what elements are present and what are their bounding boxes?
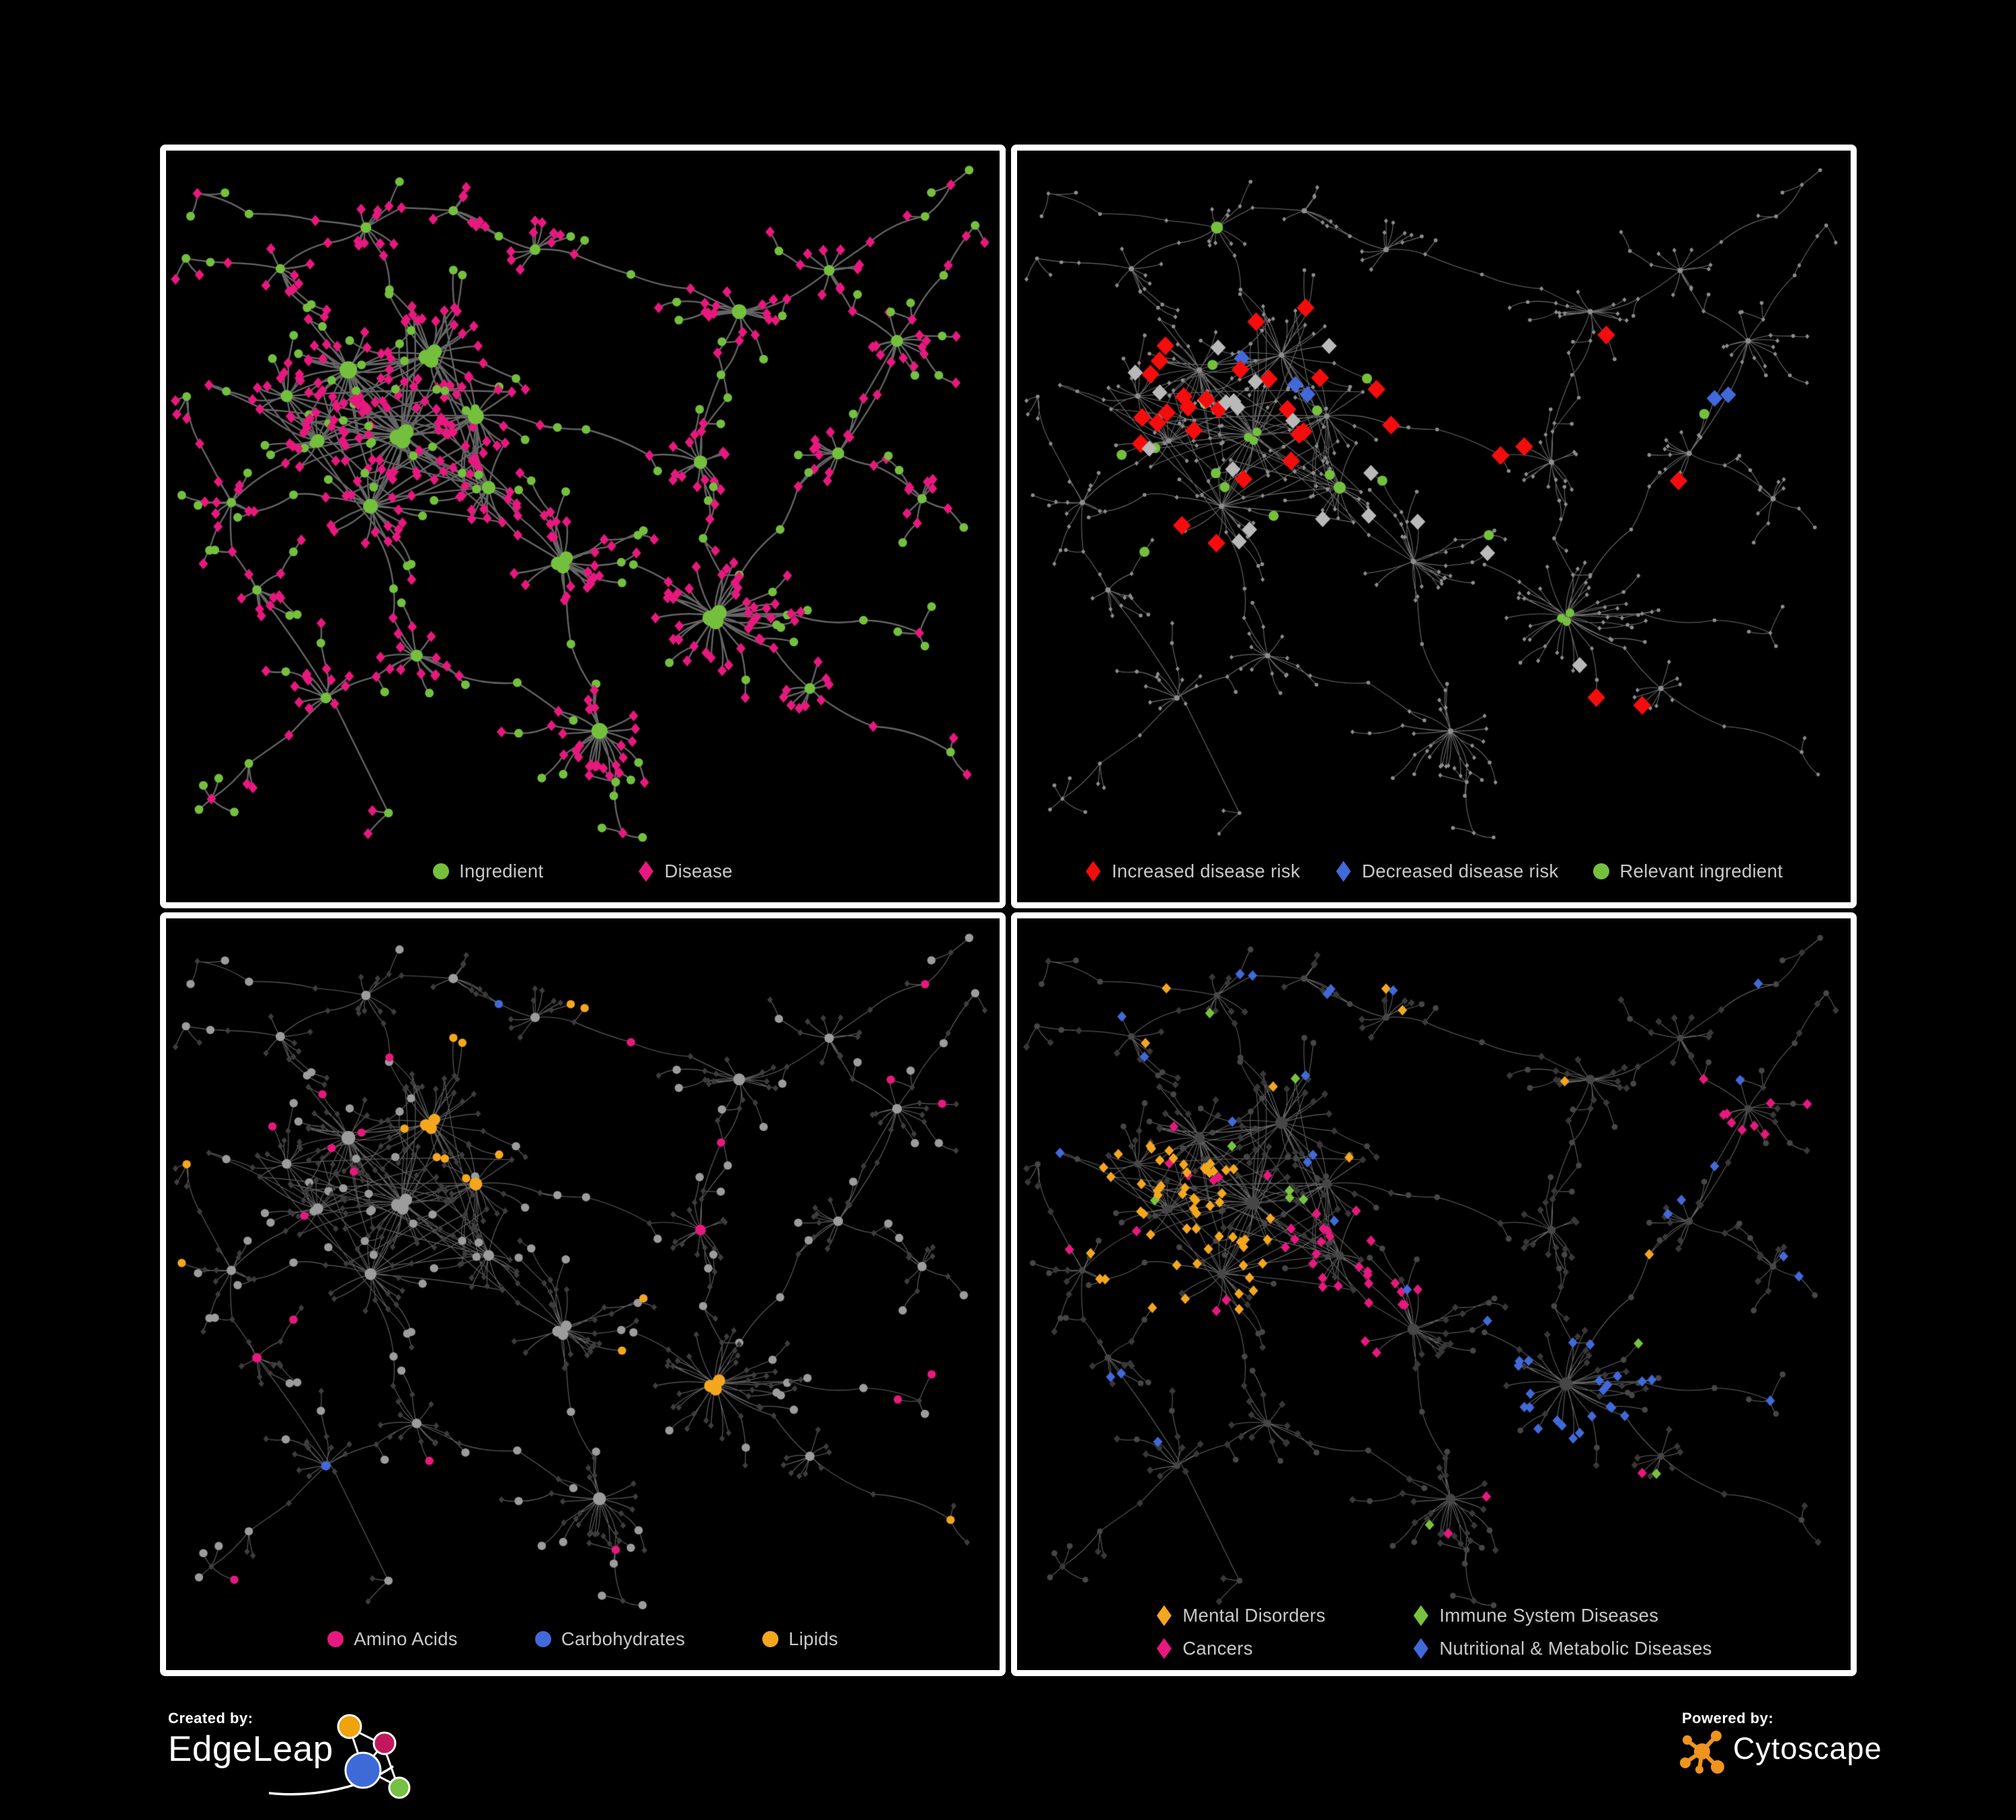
legend-label: Increased disease risk xyxy=(1111,861,1301,881)
legend-nutrient-classes: Amino Acids Carbohydrates Lipids xyxy=(166,1628,1000,1650)
panel-disease-risk: Increased disease risk Decreased disease… xyxy=(1011,145,1857,908)
lipids-circle-icon xyxy=(762,1631,779,1647)
legend-label: Immune System Diseases xyxy=(1439,1605,1659,1626)
legend-item-relevant-ingredient: Relevant ingredient xyxy=(1593,861,1783,882)
legend-label: Cancers xyxy=(1182,1638,1253,1659)
legend-item-ingredient: Ingredient xyxy=(433,861,543,882)
legend-label: Ingredient xyxy=(459,861,544,881)
ingredient-circle-icon xyxy=(433,863,450,879)
legend-label: Lipids xyxy=(789,1628,838,1649)
legend-label: Carbohydrates xyxy=(561,1628,686,1649)
increased-risk-diamond-icon xyxy=(1086,861,1101,882)
cancers-diamond-icon xyxy=(1156,1638,1172,1659)
legend-item-cancers: Cancers xyxy=(1156,1638,1412,1659)
legend-disease-classes: Mental Disorders Immune System Diseases … xyxy=(1017,1605,1851,1659)
legend-item-carbohydrates: Carbohydrates xyxy=(534,1628,686,1650)
decreased-risk-diamond-icon xyxy=(1336,861,1351,882)
legend-item-disease: Disease xyxy=(637,861,733,882)
legend-label: Mental Disorders xyxy=(1182,1605,1326,1626)
panel-disease-classes: Mental Disorders Immune System Diseases … xyxy=(1011,912,1857,1676)
cytoscape-wordmark: Cytoscape xyxy=(1733,1731,1882,1766)
legend-item-decreased-risk: Decreased disease risk xyxy=(1335,861,1558,882)
ingredient-disease-network-canvas xyxy=(166,151,1000,850)
carbohydrates-circle-icon xyxy=(534,1631,551,1647)
immune-diseases-diamond-icon xyxy=(1413,1605,1428,1626)
legend-label: Decreased disease risk xyxy=(1362,861,1559,881)
cytoscape-branding: Powered by: Cytoscape xyxy=(1680,1710,1998,1797)
disease-diamond-icon xyxy=(638,861,653,882)
legend-ingredient-disease: Ingredient Disease xyxy=(166,861,1000,882)
nutrient-class-network-canvas xyxy=(166,918,1000,1618)
powered-by-label: Powered by: xyxy=(1682,1710,1774,1727)
legend-item-nutritional-metabolic: Nutritional & Metabolic Diseases xyxy=(1412,1638,1711,1659)
amino-acids-circle-icon xyxy=(327,1631,344,1647)
legend-label: Relevant ingredient xyxy=(1619,861,1783,881)
legend-item-mental-disorders: Mental Disorders xyxy=(1156,1605,1412,1626)
legend-item-amino-acids: Amino Acids xyxy=(327,1628,458,1650)
disease-risk-network-canvas xyxy=(1017,151,1851,850)
nutritional-metabolic-diamond-icon xyxy=(1413,1638,1428,1659)
edgeleap-wordmark: EdgeLeap xyxy=(168,1729,333,1769)
relevant-ingredient-circle-icon xyxy=(1593,863,1610,879)
disease-class-network-canvas xyxy=(1017,918,1851,1618)
cytoscape-logo-icon xyxy=(1680,1731,1724,1774)
created-by-label: Created by: xyxy=(168,1710,253,1727)
panel-ingredient-disease: Ingredient Disease xyxy=(160,145,1006,908)
legend-disease-risk: Increased disease risk Decreased disease… xyxy=(1017,861,1851,882)
edgeleap-branding: Created by: EdgeLeap xyxy=(168,1710,411,1817)
legend-item-lipids: Lipids xyxy=(762,1628,838,1650)
legend-label: Amino Acids xyxy=(354,1628,458,1649)
legend-item-immune-diseases: Immune System Diseases xyxy=(1412,1605,1711,1626)
legend-item-increased-risk: Increased disease risk xyxy=(1085,861,1300,882)
mental-disorders-diamond-icon xyxy=(1156,1605,1172,1626)
panel-nutrient-classes: Amino Acids Carbohydrates Lipids xyxy=(160,912,1006,1676)
legend-label: Disease xyxy=(664,861,733,881)
legend-label: Nutritional & Metabolic Diseases xyxy=(1439,1638,1712,1659)
